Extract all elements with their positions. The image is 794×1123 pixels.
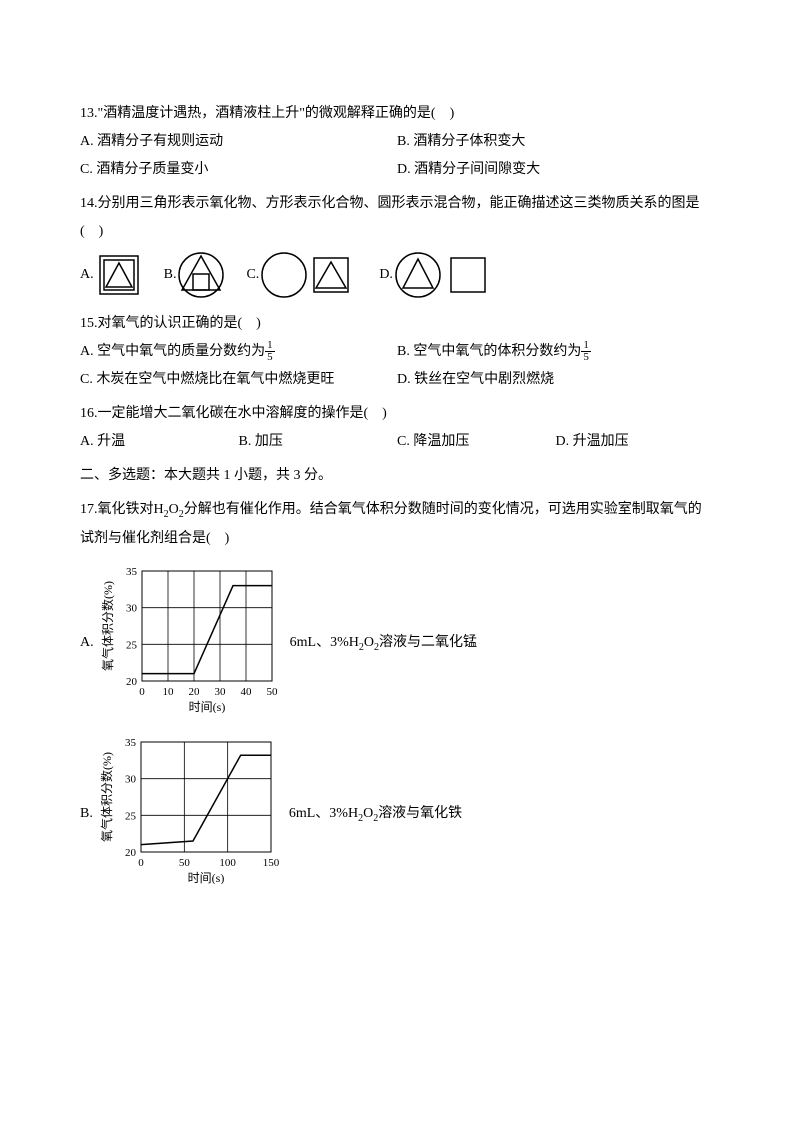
q15-a-text: A. 空气中氧气的质量分数约为: [80, 344, 265, 359]
svg-text:0: 0: [139, 686, 145, 698]
q16-options: A. 升温 B. 加压 C. 降温加压 D. 升温加压: [80, 428, 714, 456]
svg-text:20: 20: [125, 847, 137, 859]
svg-text:0: 0: [138, 857, 144, 869]
q17-text: 17.氧化铁对H2O2分解也有催化作用。结合氧气体积分数随时间的变化情况，可选用…: [80, 496, 714, 553]
q15-options: A. 空气中氧气的质量分数约为15 B. 空气中氧气的体积分数约为15 C. 木…: [80, 338, 714, 394]
svg-text:30: 30: [126, 602, 138, 614]
svg-text:100: 100: [219, 857, 236, 869]
svg-text:35: 35: [126, 566, 138, 578]
q15-b-text: B. 空气中氧气的体积分数约为: [397, 344, 581, 359]
svg-text:50: 50: [266, 686, 278, 698]
q13-text: 13."酒精温度计遇热，酒精液柱上升"的微观解释正确的是( ): [80, 100, 714, 128]
q14-b-label: B.: [164, 261, 177, 289]
q17-a-label: A.: [80, 629, 94, 657]
q15-text: 15.对氧气的认识正确的是( ): [80, 310, 714, 338]
section-2-heading: 二、多选题：本大题共 1 小题，共 3 分。: [80, 462, 714, 490]
diagram-b-icon: [176, 250, 226, 300]
q16-option-b: B. 加压: [239, 428, 398, 456]
chart-b-container: 0 50 100 150 20 25 30 35 时间(s) 氧气体积分数(%): [99, 734, 279, 895]
chart-a-container: 0 10 20 30 40 50 20 25 30 35 时间(s) 氧气体积分数(%): [100, 563, 280, 724]
q13-option-b: B. 酒精分子体积变大: [397, 128, 714, 156]
q15-option-d: D. 铁丝在空气中剧烈燃烧: [397, 366, 714, 394]
q17-a-desc: 6mL、3%H2O2溶液与二氧化锰: [290, 629, 477, 658]
chart-b-icon: 0 50 100 150 20 25 30 35 时间(s) 氧气体积分数(%): [99, 734, 279, 884]
chart-a-icon: 0 10 20 30 40 50 20 25 30 35 时间(s) 氧气体积分数(%): [100, 563, 280, 713]
diagram-d-icon: [393, 250, 493, 300]
svg-text:氧气体积分数(%): 氧气体积分数(%): [99, 752, 114, 842]
q13-option-c: C. 酒精分子质量变小: [80, 156, 397, 184]
svg-text:150: 150: [263, 857, 279, 869]
svg-text:35: 35: [125, 737, 137, 749]
q17-option-b: B. 0 50 100 150 20 25 30 35 时间(s) 氧气体积分数(%) 6mL、3…: [80, 734, 714, 895]
question-13: 13."酒精温度计遇热，酒精液柱上升"的微观解释正确的是( ) A. 酒精分子有…: [80, 100, 714, 184]
q14-a-label: A.: [80, 261, 94, 289]
svg-text:10: 10: [162, 686, 174, 698]
svg-text:时间(s): 时间(s): [188, 700, 225, 713]
diagram-a-icon: [94, 250, 144, 300]
q14-option-c: C.: [246, 250, 359, 300]
svg-text:40: 40: [240, 686, 252, 698]
svg-text:30: 30: [214, 686, 226, 698]
diagram-c-icon: [259, 250, 359, 300]
q14-option-b: B.: [164, 250, 227, 300]
q14-d-label: D.: [379, 261, 393, 289]
q14-option-d: D.: [379, 250, 493, 300]
q14-text: 14.分别用三角形表示氧化物、方形表示化合物、圆形表示混合物，能正确描述这三类物…: [80, 190, 714, 246]
q17-b-label: B.: [80, 800, 93, 828]
svg-text:50: 50: [179, 857, 191, 869]
question-17: 17.氧化铁对H2O2分解也有催化作用。结合氧气体积分数随时间的变化情况，可选用…: [80, 496, 714, 895]
q15-option-a: A. 空气中氧气的质量分数约为15: [80, 338, 397, 366]
q13-options: A. 酒精分子有规则运动 B. 酒精分子体积变大 C. 酒精分子质量变小 D. …: [80, 128, 714, 184]
svg-text:20: 20: [188, 686, 200, 698]
q14-options: A. B. C. D.: [80, 250, 714, 300]
q15-option-b: B. 空气中氧气的体积分数约为15: [397, 338, 714, 366]
question-16: 16.一定能增大二氧化碳在水中溶解度的操作是( ) A. 升温 B. 加压 C.…: [80, 400, 714, 456]
q17-option-a: A. 0 10 20 30 40 50 20 25 30 35 时间(s) 氧气体积分数(%) 6mL…: [80, 563, 714, 724]
q15-option-c: C. 木炭在空气中燃烧比在氧气中燃烧更旺: [80, 366, 397, 394]
q17-t2: O: [169, 502, 179, 517]
q16-text: 16.一定能增大二氧化碳在水中溶解度的操作是( ): [80, 400, 714, 428]
fraction-icon: 15: [581, 340, 591, 363]
fraction-icon: 15: [265, 340, 275, 363]
q13-option-a: A. 酒精分子有规则运动: [80, 128, 397, 156]
question-15: 15.对氧气的认识正确的是( ) A. 空气中氧气的质量分数约为15 B. 空气…: [80, 310, 714, 394]
svg-text:25: 25: [125, 810, 137, 822]
q14-option-a: A.: [80, 250, 144, 300]
q16-option-a: A. 升温: [80, 428, 239, 456]
q14-c-label: C.: [246, 261, 259, 289]
svg-text:20: 20: [126, 676, 138, 688]
svg-text:时间(s): 时间(s): [188, 871, 225, 884]
svg-text:30: 30: [125, 773, 137, 785]
q17-b-desc: 6mL、3%H2O2溶液与氧化铁: [289, 800, 462, 829]
q17-t1: 17.氧化铁对H: [80, 502, 164, 517]
svg-text:25: 25: [126, 639, 138, 651]
q13-option-d: D. 酒精分子间间隙变大: [397, 156, 714, 184]
q16-option-c: C. 降温加压: [397, 428, 556, 456]
question-14: 14.分别用三角形表示氧化物、方形表示化合物、圆形表示混合物，能正确描述这三类物…: [80, 190, 714, 300]
svg-text:氧气体积分数(%): 氧气体积分数(%): [100, 581, 115, 671]
q16-option-d: D. 升温加压: [556, 428, 715, 456]
